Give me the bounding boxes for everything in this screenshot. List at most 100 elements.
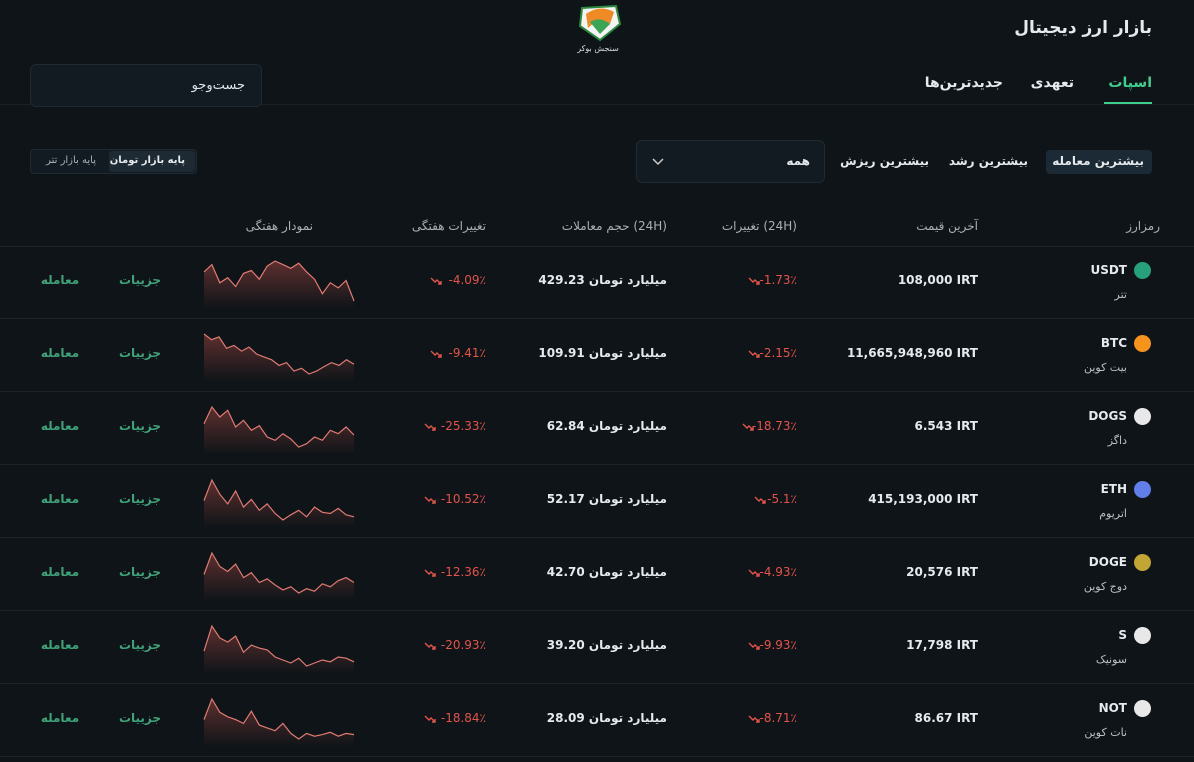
column-header: تغییرات (24H) bbox=[721, 219, 797, 233]
sparkline-line bbox=[203, 260, 355, 302]
row-divider bbox=[0, 537, 1194, 538]
arrow-weekly bbox=[430, 350, 442, 358]
row-divider bbox=[0, 318, 1194, 319]
search-box[interactable]: جست‌وجو bbox=[30, 64, 262, 107]
coin-symbol: NOT bbox=[1098, 701, 1127, 715]
change-24h: -8.71٪ bbox=[759, 711, 798, 725]
tab[interactable]: اسپات bbox=[1108, 75, 1152, 91]
change-24h: -1.73٪ bbox=[759, 273, 798, 287]
chevron bbox=[652, 158, 664, 166]
coin-icon bbox=[1134, 262, 1151, 279]
arrow-weekly bbox=[424, 715, 436, 723]
sparkline-line bbox=[203, 551, 355, 594]
logo-text: سنجش بوکر bbox=[577, 44, 619, 53]
tab[interactable]: تعهدی bbox=[1030, 75, 1074, 91]
arrow-24h bbox=[748, 350, 760, 358]
price: 20,576 IRT bbox=[906, 565, 978, 579]
change-weekly: -18.84٪ bbox=[440, 711, 486, 725]
details-link[interactable]: جزییات bbox=[118, 711, 162, 725]
change-weekly: -12.36٪ bbox=[440, 565, 486, 579]
column-header: رمزارز bbox=[1126, 219, 1160, 233]
tab[interactable]: جدیدترین‌ها bbox=[924, 75, 1003, 91]
column-header: تغییرات هفتگی bbox=[411, 219, 486, 233]
coin-symbol: USDT bbox=[1090, 263, 1127, 277]
arrow-weekly bbox=[424, 496, 436, 504]
coin-symbol: S bbox=[1118, 628, 1127, 642]
details-link[interactable]: جزییات bbox=[118, 492, 162, 506]
filter[interactable]: بیشترین ریزش bbox=[840, 154, 929, 168]
sparkline bbox=[203, 260, 355, 309]
details-link[interactable]: جزییات bbox=[118, 638, 162, 652]
change-weekly: -9.41٪ bbox=[448, 346, 487, 360]
volume-24h: 109.91 میلیارد تومان bbox=[538, 346, 667, 360]
coin-icon bbox=[1134, 408, 1151, 425]
arrow-24h bbox=[754, 496, 766, 504]
arrow-24h bbox=[748, 642, 760, 650]
column-header: نمودار هفتگی bbox=[245, 219, 313, 233]
trade-link[interactable]: معامله bbox=[40, 711, 80, 725]
coin-name: داگز bbox=[1107, 434, 1127, 447]
tab-underline bbox=[1104, 102, 1152, 104]
trade-link[interactable]: معامله bbox=[40, 346, 80, 360]
trade-link[interactable]: معامله bbox=[40, 419, 80, 433]
change-24h: -4.93٪ bbox=[759, 565, 798, 579]
row-divider bbox=[0, 391, 1194, 392]
volume-24h: 39.20 میلیارد تومان bbox=[546, 638, 667, 652]
coin-symbol: ETH bbox=[1100, 482, 1127, 496]
sparkline-area bbox=[204, 407, 354, 455]
tab-divider bbox=[0, 104, 1194, 105]
filter[interactable]: بیشترین معامله bbox=[1052, 154, 1144, 168]
volume-24h: 28.09 میلیارد تومان bbox=[546, 711, 667, 725]
price: 415,193,000 IRT bbox=[868, 492, 978, 506]
price: 86.67 IRT bbox=[914, 711, 979, 725]
toggle-active-bg bbox=[109, 151, 195, 172]
sparkline-line bbox=[203, 333, 355, 375]
sparkline bbox=[203, 551, 355, 601]
toggle-option[interactable]: پایه بازار تومان bbox=[109, 155, 185, 166]
arrow-24h bbox=[748, 715, 760, 723]
details-link[interactable]: جزییات bbox=[118, 346, 162, 360]
filter-active-bg bbox=[1046, 150, 1152, 174]
dropdown[interactable]: همه bbox=[636, 140, 825, 183]
volume-24h: 52.17 میلیارد تومان bbox=[546, 492, 667, 506]
toggle-option[interactable]: پایه بازار تتر bbox=[46, 155, 96, 166]
change-24h: -5.1٪ bbox=[767, 492, 797, 506]
details-link[interactable]: جزییات bbox=[118, 419, 162, 433]
change-24h: -9.93٪ bbox=[759, 638, 798, 652]
sparkline-area bbox=[204, 334, 354, 382]
trade-link[interactable]: معامله bbox=[40, 273, 80, 287]
dropdown-value: همه bbox=[786, 154, 810, 168]
sparkline-line bbox=[203, 624, 355, 667]
logo bbox=[578, 4, 622, 42]
details-link[interactable]: جزییات bbox=[118, 273, 162, 287]
arrow-24h bbox=[742, 423, 754, 431]
sparkline-area bbox=[204, 553, 354, 601]
coin-icon bbox=[1134, 335, 1151, 352]
coin-name: دوج کوین bbox=[1083, 580, 1127, 593]
sparkline bbox=[203, 478, 355, 528]
search-placeholder: جست‌وجو bbox=[191, 78, 245, 93]
arrow-weekly bbox=[424, 642, 436, 650]
sparkline-area bbox=[204, 626, 354, 674]
coin-symbol: DOGE bbox=[1088, 555, 1127, 569]
change-weekly: -25.33٪ bbox=[440, 419, 486, 433]
trade-link[interactable]: معامله bbox=[40, 492, 80, 506]
coin-icon bbox=[1134, 627, 1151, 644]
sparkline-line bbox=[203, 405, 355, 448]
filter[interactable]: بیشترین رشد bbox=[948, 154, 1028, 168]
details-link[interactable]: جزییات bbox=[118, 565, 162, 579]
arrow-24h bbox=[748, 569, 760, 577]
volume-24h: 62.84 میلیارد تومان bbox=[546, 419, 667, 433]
arrow-weekly bbox=[424, 423, 436, 431]
trade-link[interactable]: معامله bbox=[40, 565, 80, 579]
row-divider bbox=[0, 756, 1194, 757]
trade-link[interactable]: معامله bbox=[40, 638, 80, 652]
coin-icon bbox=[1134, 481, 1151, 498]
sparkline-area bbox=[204, 699, 354, 747]
sparkline-area bbox=[204, 480, 354, 528]
column-header: آخرین قیمت bbox=[916, 219, 978, 233]
price: 17,798 IRT bbox=[906, 638, 978, 652]
coin-name: بیت کوین bbox=[1083, 361, 1127, 374]
